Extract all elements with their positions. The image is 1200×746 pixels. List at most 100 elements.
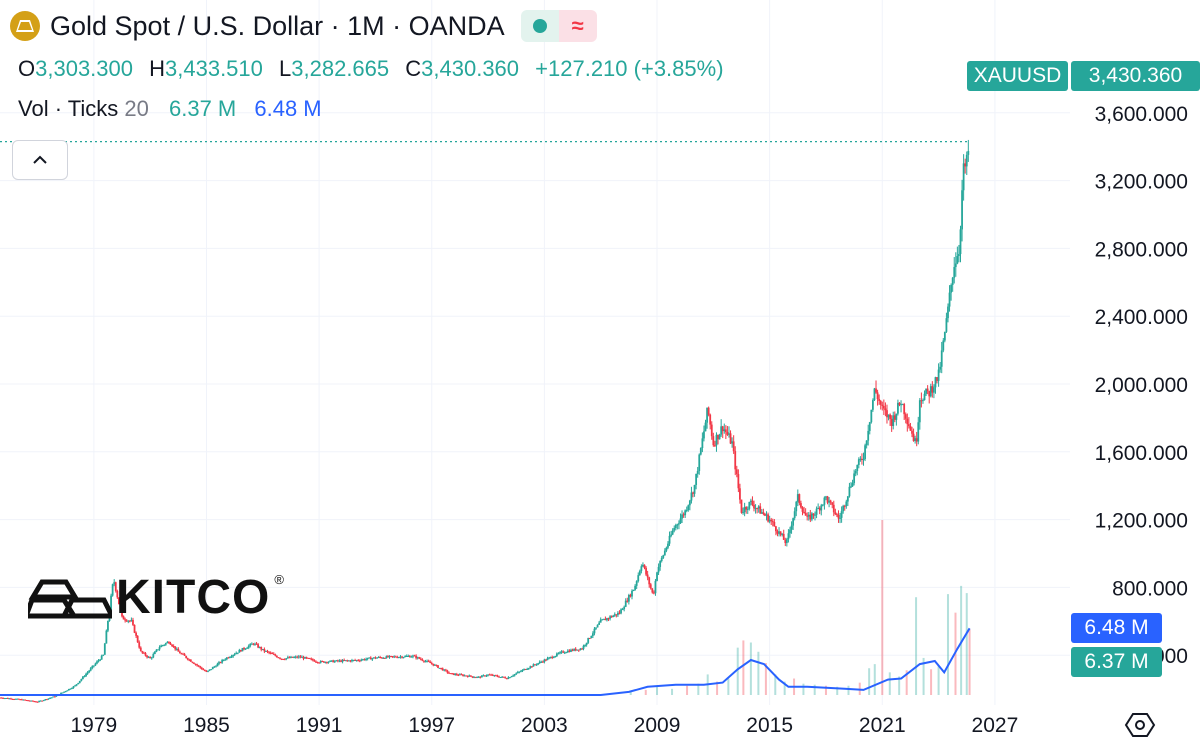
approx-data-icon[interactable]: ≈ (558, 10, 597, 42)
candle-body (806, 515, 809, 517)
candle-body (810, 513, 813, 520)
volume-bar (671, 688, 674, 695)
candle-body (374, 657, 377, 659)
candle-body (820, 505, 823, 511)
candle-body (92, 665, 95, 667)
candle-body (499, 676, 502, 678)
candle-body (518, 671, 521, 673)
candle-body (49, 697, 51, 699)
price-tick-label: 2,000.000 (1095, 374, 1188, 397)
candle-body (183, 654, 186, 656)
candle-body (221, 659, 224, 663)
candle-body (182, 653, 184, 655)
candle-body (225, 657, 228, 660)
candle-body (762, 512, 765, 514)
candle-body (290, 656, 292, 658)
candle-body (901, 404, 904, 406)
volume-legend[interactable]: Vol · Ticks 20 6.37 M 6.48 M (18, 96, 322, 122)
candle-body (133, 624, 136, 633)
candle-body (504, 677, 507, 679)
candle-body (42, 700, 45, 702)
candle-body (401, 656, 403, 658)
volume-bar (629, 691, 632, 695)
candle-body (249, 643, 252, 646)
candle-body (388, 655, 391, 658)
candle-body (526, 668, 529, 670)
candle-body (213, 666, 216, 668)
candle-body (135, 632, 137, 636)
candle-body (110, 595, 112, 611)
candle-body (585, 642, 588, 645)
candle-body (210, 669, 213, 671)
candle-body (311, 659, 314, 661)
candle-body (629, 595, 632, 597)
candle-body (194, 663, 197, 665)
candle-body (313, 660, 316, 662)
volume-value: 6.37 M (168, 96, 237, 121)
candle-body (951, 277, 954, 286)
candle-body (13, 699, 15, 701)
candle-body (448, 672, 450, 674)
candle-body (534, 664, 536, 666)
candle-body (463, 675, 466, 677)
candle-body (527, 668, 530, 670)
candle-body (545, 659, 547, 661)
candle-body (865, 440, 868, 446)
symbol-title[interactable]: Gold Spot / U.S. Dollar · 1M · OANDA (50, 10, 505, 41)
candle-body (67, 688, 70, 691)
candle-body (83, 676, 86, 678)
candle-body (853, 473, 856, 484)
candle-body (704, 422, 707, 432)
candle-body (621, 609, 624, 611)
candle-body (882, 405, 885, 409)
market-open-indicator[interactable] (520, 10, 559, 42)
candle-body (717, 434, 719, 440)
candle-body (71, 688, 73, 690)
candle-body (394, 656, 397, 658)
candle-body (124, 619, 127, 621)
candle-body (953, 266, 956, 278)
candle-body (408, 655, 411, 658)
candle-body (701, 438, 704, 449)
candle-body (851, 483, 854, 487)
candle-body (617, 612, 619, 616)
candle-body (371, 658, 374, 660)
candle-body (875, 388, 877, 393)
candle-body (845, 501, 848, 507)
candle-body (271, 653, 274, 655)
candle-body (516, 672, 519, 674)
candle-body (333, 661, 336, 663)
candle-body (588, 638, 591, 640)
candle-body (269, 652, 272, 654)
candle-body (663, 550, 666, 556)
candle-body (107, 620, 109, 631)
chart-header: Gold Spot / U.S. Dollar · 1M · OANDA ≈ (10, 6, 597, 46)
candle-body (105, 630, 108, 644)
close-value: 3,430.360 (421, 56, 520, 81)
candle-body (676, 524, 679, 526)
candle-body (612, 615, 615, 618)
candle-body (433, 664, 436, 666)
candle-body (421, 659, 424, 661)
candle-body (324, 661, 327, 663)
collapse-legend-button[interactable] (12, 140, 68, 180)
market-status[interactable]: ≈ (520, 10, 597, 42)
candle-body (956, 256, 959, 264)
candle-body (521, 669, 524, 672)
candle-body (643, 564, 646, 568)
candle-body (929, 386, 932, 397)
candle-body (410, 656, 413, 658)
chart-settings-button[interactable] (1124, 709, 1156, 741)
candle-body (127, 620, 130, 622)
candle-body (918, 400, 921, 423)
price-tick-label: 3,200.000 (1095, 171, 1188, 194)
candle-body (613, 614, 616, 616)
candle-body (785, 539, 788, 544)
candle-body (782, 533, 785, 540)
candle-body (413, 655, 416, 657)
candle-body (283, 659, 286, 661)
candle-body (867, 430, 870, 441)
candle-body (532, 664, 535, 667)
candle-body (933, 387, 935, 393)
